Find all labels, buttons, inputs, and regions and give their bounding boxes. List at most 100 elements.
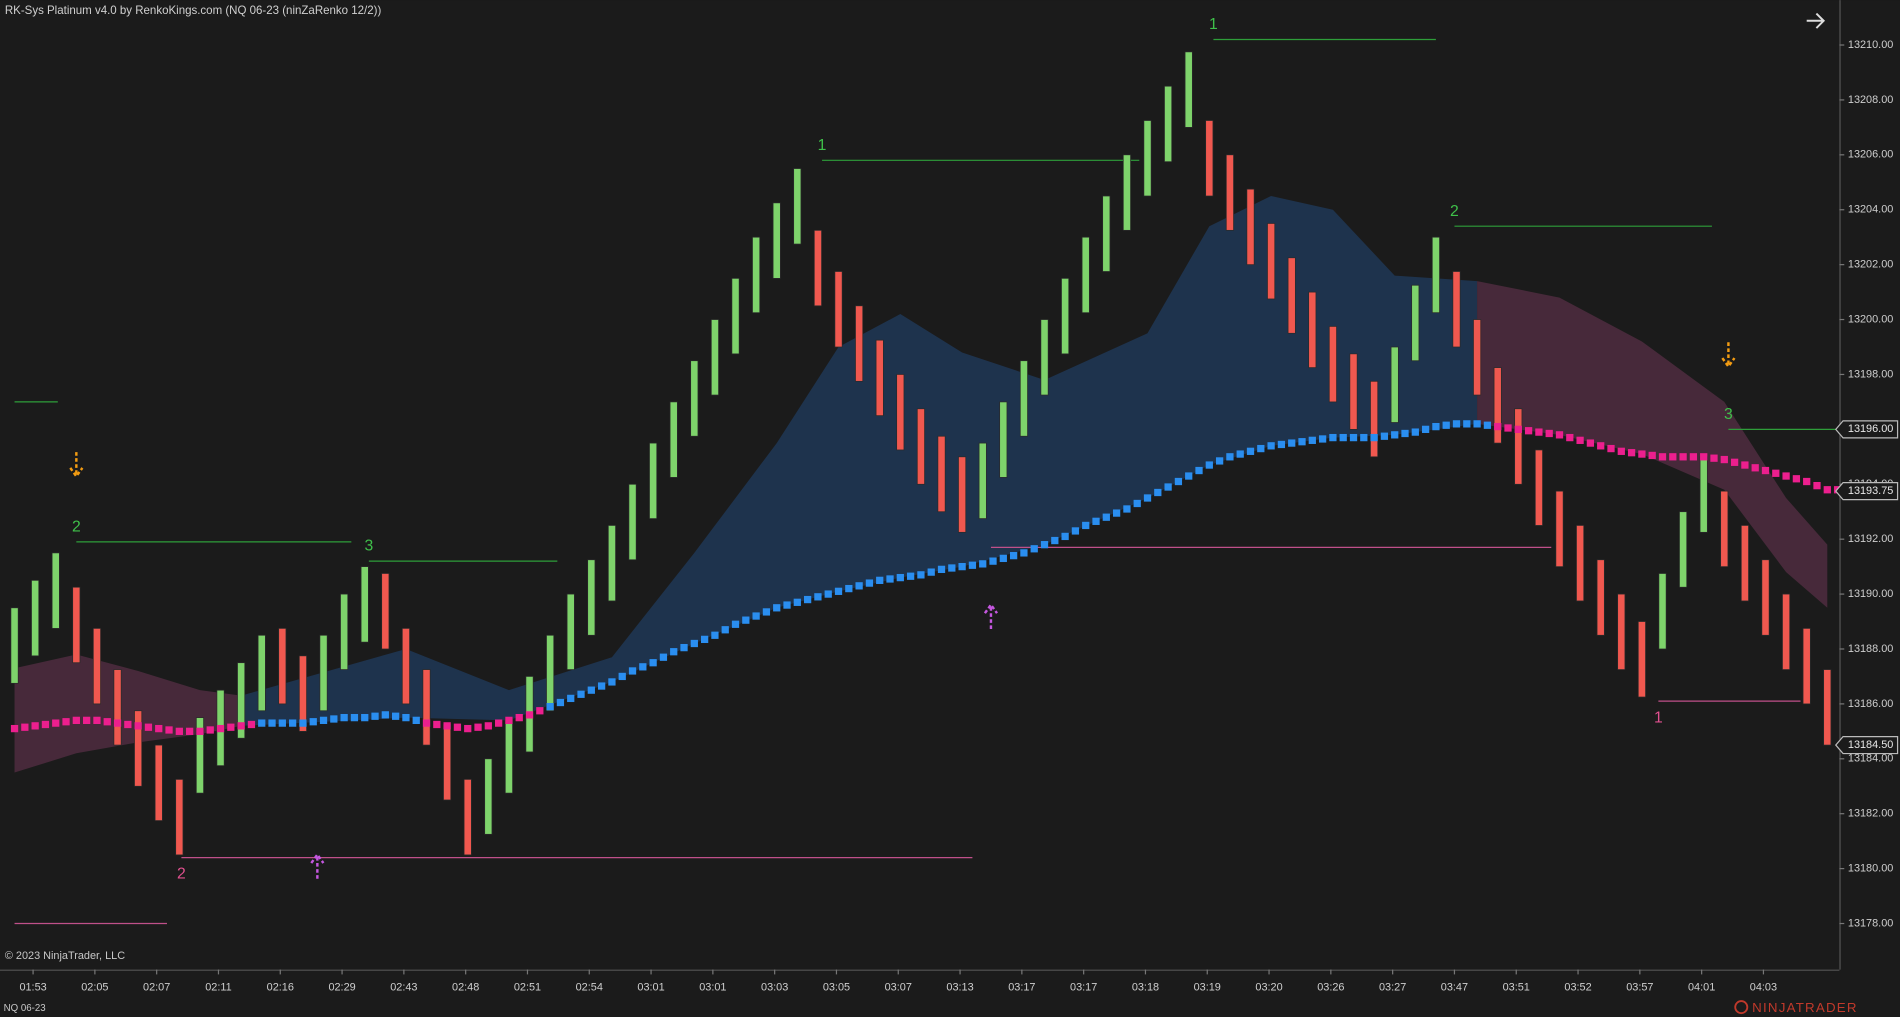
candle (1596, 559, 1605, 636)
candle (978, 442, 987, 519)
ma-dot (690, 639, 698, 648)
ma-dot (968, 561, 977, 569)
ma-dot (948, 564, 956, 572)
candle (1473, 319, 1482, 396)
ma-dot (402, 713, 410, 722)
ma-dot (824, 590, 832, 598)
candle (1720, 490, 1729, 567)
ma-dot (1700, 453, 1708, 461)
ma-dot (1483, 421, 1492, 429)
cloud (14, 654, 242, 773)
price-tag (1834, 735, 1899, 755)
price-tag (1834, 482, 1899, 501)
price-tag-label: 13184.50 (1848, 739, 1893, 751)
candle (1061, 278, 1070, 355)
copyright: © 2023 NinjaTrader, LLC (5, 950, 125, 962)
ma-dot (1576, 436, 1584, 444)
nav-arrow[interactable] (1806, 12, 1826, 29)
candle (1802, 628, 1811, 705)
ma-dot (309, 718, 317, 726)
candle (298, 655, 307, 732)
candle (1246, 188, 1255, 266)
candle (1164, 85, 1173, 163)
ma-dot (649, 659, 657, 667)
ma-dot (855, 582, 863, 590)
ma-dot (196, 727, 204, 735)
ma-dot (258, 719, 266, 727)
candle (422, 669, 431, 746)
candle (587, 559, 596, 636)
ma-dot (41, 720, 50, 729)
ma-dot (1442, 421, 1450, 429)
ma-dot (876, 576, 884, 584)
candle (1823, 669, 1832, 746)
candle (834, 271, 843, 348)
ma-dot (1730, 458, 1739, 466)
candle (772, 202, 781, 279)
x-tick-label: 04:03 (1750, 982, 1777, 994)
ma-dot (247, 720, 256, 729)
ma-dot (1040, 541, 1049, 549)
candle (1761, 559, 1770, 636)
candle (690, 360, 699, 437)
candle (319, 634, 328, 712)
candle (401, 628, 410, 705)
ma-dot (1494, 422, 1502, 431)
ma-dot (1112, 509, 1121, 517)
ma-dot (1082, 521, 1090, 530)
candle (1782, 593, 1791, 670)
y-tick-label: 13188.00 (1848, 643, 1893, 655)
x-tick-label: 03:57 (1626, 982, 1653, 994)
x-tick-label: 03:17 (1070, 982, 1097, 994)
ma-dot (773, 604, 781, 612)
ma-dot (700, 635, 709, 644)
ma-dot (1566, 433, 1574, 442)
ma-dot (1267, 442, 1275, 450)
ma-dot (1555, 431, 1564, 439)
ma-dot (659, 653, 668, 661)
ma-dot (422, 719, 431, 727)
ma-dot (288, 719, 297, 727)
x-tick-label: 03:19 (1194, 982, 1221, 994)
ma-dot (680, 643, 688, 652)
candle (92, 628, 101, 705)
ma-dot (62, 718, 70, 726)
x-tick-label: 02:51 (514, 982, 541, 994)
ma-dot (1638, 450, 1646, 458)
ma-dot (381, 711, 389, 719)
ma-dot (1617, 447, 1625, 455)
ma-dot (1401, 429, 1409, 438)
ma-dot (1370, 433, 1378, 442)
candle (628, 483, 637, 561)
ma-dot (1154, 488, 1162, 497)
ma-dot (1257, 444, 1265, 453)
ma-dot (299, 719, 307, 727)
ma-dot (1463, 420, 1471, 428)
x-tick-label: 03:27 (1379, 982, 1406, 994)
ma-dot (1236, 450, 1244, 458)
instrument: NQ 06-23 (4, 1003, 46, 1014)
ma-dot (237, 722, 245, 730)
candle (154, 744, 163, 821)
ma-dot (1452, 420, 1461, 428)
ma-dot (1020, 549, 1028, 557)
candle (752, 236, 761, 314)
y-tick-label: 13206.00 (1848, 149, 1893, 161)
candle (1328, 326, 1337, 403)
candle (1637, 621, 1646, 698)
candle (1287, 257, 1296, 334)
ma-dot (1185, 472, 1193, 480)
ma-dot (134, 722, 142, 730)
candle (257, 634, 266, 712)
candle (463, 779, 472, 856)
y-tick-label: 13182.00 (1848, 808, 1893, 820)
ma-dot (515, 713, 523, 722)
ma-dot (1432, 422, 1440, 431)
candle (1019, 360, 1028, 437)
ma-dot (155, 724, 163, 733)
ma-dot (1772, 469, 1780, 477)
ma-dot (124, 720, 132, 729)
x-tick-label: 03:47 (1441, 982, 1468, 994)
ma-dot (1524, 427, 1533, 435)
x-tick-label: 03:07 (885, 982, 912, 994)
